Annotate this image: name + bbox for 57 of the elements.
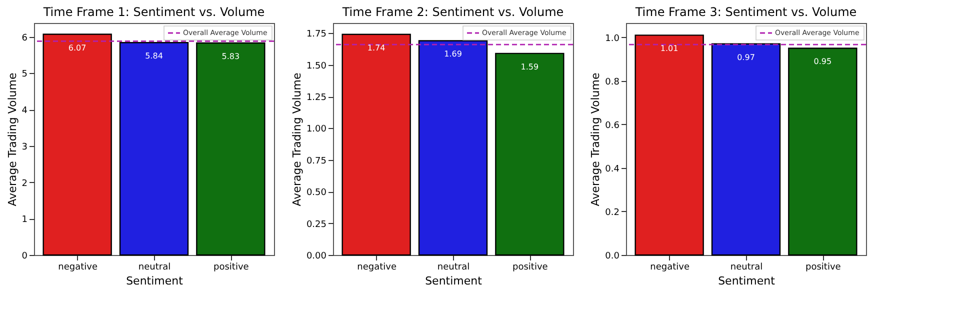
- bar: [196, 42, 266, 256]
- x-tick-label: neutral: [437, 262, 470, 272]
- y-tick-label: 0.4: [605, 164, 620, 174]
- y-tick-label: 1.0: [605, 34, 620, 44]
- y-tick-label: 3: [22, 142, 28, 152]
- y-tick-label: 0: [22, 252, 28, 262]
- x-tick-label: neutral: [138, 262, 171, 272]
- x-tick-label: negative: [58, 262, 98, 272]
- y-tick-label: 6: [22, 33, 28, 44]
- data-label: 1.74: [367, 43, 386, 52]
- data-label: 0.95: [814, 57, 832, 66]
- y-tick-label: 0.8: [605, 77, 620, 88]
- y-tick-label: 0.25: [306, 220, 326, 230]
- y-axis-title: Average Trading Volume: [290, 72, 304, 206]
- bar: [42, 34, 112, 256]
- y-axis-title: Average Trading Volume: [589, 72, 602, 206]
- x-tick-label: negative: [650, 262, 690, 272]
- y-tick-label: 2: [22, 178, 28, 189]
- x-tick-label: positive: [512, 262, 548, 272]
- data-label: 0.97: [737, 52, 755, 62]
- y-tick-label: 0.75: [306, 156, 326, 166]
- x-tick-label: positive: [806, 262, 842, 272]
- chart-title: Time Frame 1: Sentiment vs. Volume: [42, 5, 265, 19]
- y-tick-label: 1: [22, 215, 28, 226]
- y-tick-label: 5: [22, 70, 28, 80]
- x-tick-label: negative: [357, 262, 397, 272]
- bar: [418, 40, 488, 256]
- data-label: 1.69: [444, 50, 462, 59]
- y-tick-label: 0.6: [605, 120, 620, 131]
- data-label: 5.83: [222, 52, 240, 61]
- y-tick-label: 1.00: [306, 124, 327, 135]
- data-label: 1.01: [660, 44, 678, 54]
- data-label: 6.07: [68, 43, 86, 52]
- y-axis-title: Average Trading Volume: [6, 72, 19, 206]
- y-tick-label: 1.25: [306, 93, 326, 104]
- x-tick-label: positive: [214, 262, 250, 272]
- bar: [634, 34, 704, 256]
- x-axis-title: Sentiment: [126, 274, 184, 288]
- y-tick-label: 4: [22, 106, 28, 116]
- y-tick-label: 1.75: [306, 30, 326, 40]
- bar: [119, 42, 189, 256]
- x-axis-title: Sentiment: [718, 274, 776, 288]
- y-tick-label: 1.50: [306, 61, 327, 72]
- x-axis-title: Sentiment: [425, 274, 483, 288]
- bar: [788, 48, 858, 256]
- y-tick-label: 0.0: [605, 252, 620, 262]
- chart-title: Time Frame 3: Sentiment vs. Volume: [634, 5, 857, 19]
- y-tick-label: 0.2: [605, 208, 620, 218]
- chart-title: Time Frame 2: Sentiment vs. Volume: [341, 5, 564, 19]
- x-tick-label: neutral: [730, 262, 763, 272]
- data-label: 1.59: [520, 62, 539, 72]
- y-tick-label: 0.00: [306, 252, 327, 262]
- y-tick-label: 0.50: [306, 188, 327, 198]
- data-label: 5.84: [145, 52, 163, 61]
- bar: [495, 52, 564, 256]
- bar: [711, 43, 781, 256]
- bar: [342, 34, 411, 256]
